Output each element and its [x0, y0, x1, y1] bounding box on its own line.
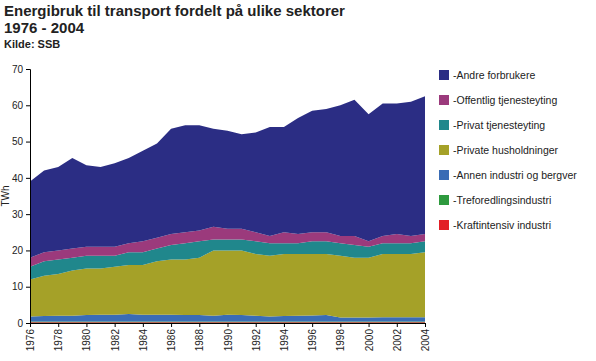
x-tick-mark — [425, 323, 426, 327]
x-tick: 1990 — [223, 323, 234, 351]
legend-label: -Kraftintensiv industri — [453, 219, 551, 231]
x-tick: 1978 — [53, 323, 64, 351]
x-tick: 2004 — [420, 323, 431, 351]
y-tick: 60 — [12, 100, 30, 111]
legend-label: -Offentlig tjenesteyting — [453, 94, 557, 106]
subtitle: Kilde: SSB — [4, 38, 60, 50]
y-tick-label: 20 — [12, 245, 24, 256]
y-tick-mark — [26, 105, 30, 106]
y-tick-mark — [26, 250, 30, 251]
x-tick: 1998 — [335, 323, 346, 351]
legend-swatch — [439, 195, 449, 205]
x-tick-label: 1994 — [279, 329, 290, 352]
x-tick: 1980 — [81, 323, 92, 351]
x-tick-mark — [171, 323, 172, 327]
legend-swatch — [439, 120, 449, 130]
y-tick-mark — [26, 214, 30, 215]
x-tick-label: 1982 — [110, 329, 121, 352]
x-tick: 1984 — [138, 323, 149, 351]
x-tick-label: 1980 — [81, 329, 92, 352]
x-tick-label: 1992 — [251, 329, 262, 352]
legend-label: -Annen industri og bergver — [453, 169, 577, 181]
x-tick: 2002 — [392, 323, 403, 351]
x-tick: 1982 — [110, 323, 121, 351]
x-tick-label: 1996 — [307, 329, 318, 352]
x-tick-mark — [143, 323, 144, 327]
x-tick-mark — [228, 323, 229, 327]
y-tick-label: 0 — [17, 318, 23, 329]
x-tick-mark — [369, 323, 370, 327]
legend-label: -Private husholdninger — [453, 144, 559, 156]
x-tick-label: 1998 — [335, 329, 346, 352]
x-tick-mark — [340, 323, 341, 327]
x-tick-label: 1986 — [166, 329, 177, 352]
title-line: Energibruk til transport fordelt på ulik… — [4, 2, 345, 19]
y-tick-label: 10 — [12, 281, 24, 292]
y-tick-mark — [26, 287, 30, 288]
x-tick-mark — [284, 323, 285, 327]
area — [30, 322, 425, 323]
legend: -Andre forbrukere -Offentlig tjenesteytin… — [439, 69, 577, 231]
y-tick: 0 — [17, 318, 30, 329]
x-tick-mark — [58, 323, 59, 327]
x-tick-mark — [312, 323, 313, 327]
y-tick-label: 70 — [12, 64, 24, 75]
x-tick-label: 1976 — [25, 329, 36, 352]
y-tick: 20 — [12, 245, 30, 256]
legend-label: -Andre forbrukere — [453, 69, 535, 81]
x-tick-label: 1984 — [138, 329, 149, 352]
legend-swatch — [439, 220, 449, 230]
y-tick-label: 60 — [12, 100, 24, 111]
x-tick-label: 1990 — [223, 329, 234, 352]
y-tick: 10 — [12, 281, 30, 292]
y-tick-mark — [26, 178, 30, 179]
y-tick: 70 — [12, 64, 30, 75]
x-tick-mark — [397, 323, 398, 327]
x-tick: 1994 — [279, 323, 290, 351]
legend-swatch — [439, 70, 449, 80]
legend-label: -Privat tjenesteyting — [453, 119, 545, 131]
plot-area — [30, 96, 425, 323]
y-tick-mark — [26, 142, 30, 143]
x-axis: 1976 1978 1980 1982 1984 1986 1988 1990 1992 1994… — [25, 323, 431, 351]
x-tick: 1992 — [251, 323, 262, 351]
x-tick-mark — [86, 323, 87, 327]
legend-swatch — [439, 170, 449, 180]
x-tick: 1996 — [307, 323, 318, 351]
y-tick: 50 — [12, 136, 30, 147]
x-tick: 1988 — [194, 323, 205, 351]
y-tick-label: 30 — [12, 209, 24, 220]
y-tick-mark — [26, 323, 30, 324]
title-line: 1976 - 2004 — [4, 19, 85, 36]
y-tick: 30 — [12, 209, 30, 220]
x-tick-label: 2004 — [420, 329, 431, 352]
y-axis: 0 10 20 30 40 50 60 70 — [12, 64, 31, 329]
x-tick-label: 2002 — [392, 329, 403, 352]
x-tick: 2000 — [364, 323, 375, 351]
y-axis-line — [26, 70, 31, 324]
x-tick: 1986 — [166, 323, 177, 351]
y-label: TWh — [0, 185, 11, 206]
x-tick-mark — [256, 323, 257, 327]
x-tick-label: 1978 — [53, 329, 64, 352]
area — [30, 96, 425, 257]
x-tick-mark — [115, 323, 116, 327]
y-tick-label: 50 — [12, 136, 24, 147]
chart: Energibruk til transport fordelt på ulik… — [0, 0, 596, 361]
y-tick: 40 — [12, 173, 30, 184]
legend-swatch — [439, 145, 449, 155]
x-tick-mark — [30, 323, 31, 327]
y-tick-label: 40 — [12, 173, 24, 184]
x-tick-label: 2000 — [364, 329, 375, 352]
x-tick: 1976 — [25, 323, 36, 351]
legend-swatch — [439, 95, 449, 105]
x-tick-label: 1988 — [194, 329, 205, 352]
x-tick-mark — [199, 323, 200, 327]
x-axis-line — [31, 324, 426, 328]
title: Energibruk til transport fordelt på ulik… — [4, 2, 345, 36]
y-tick-mark — [26, 69, 30, 70]
legend-label: -Treforedlingsindustri — [453, 194, 551, 206]
